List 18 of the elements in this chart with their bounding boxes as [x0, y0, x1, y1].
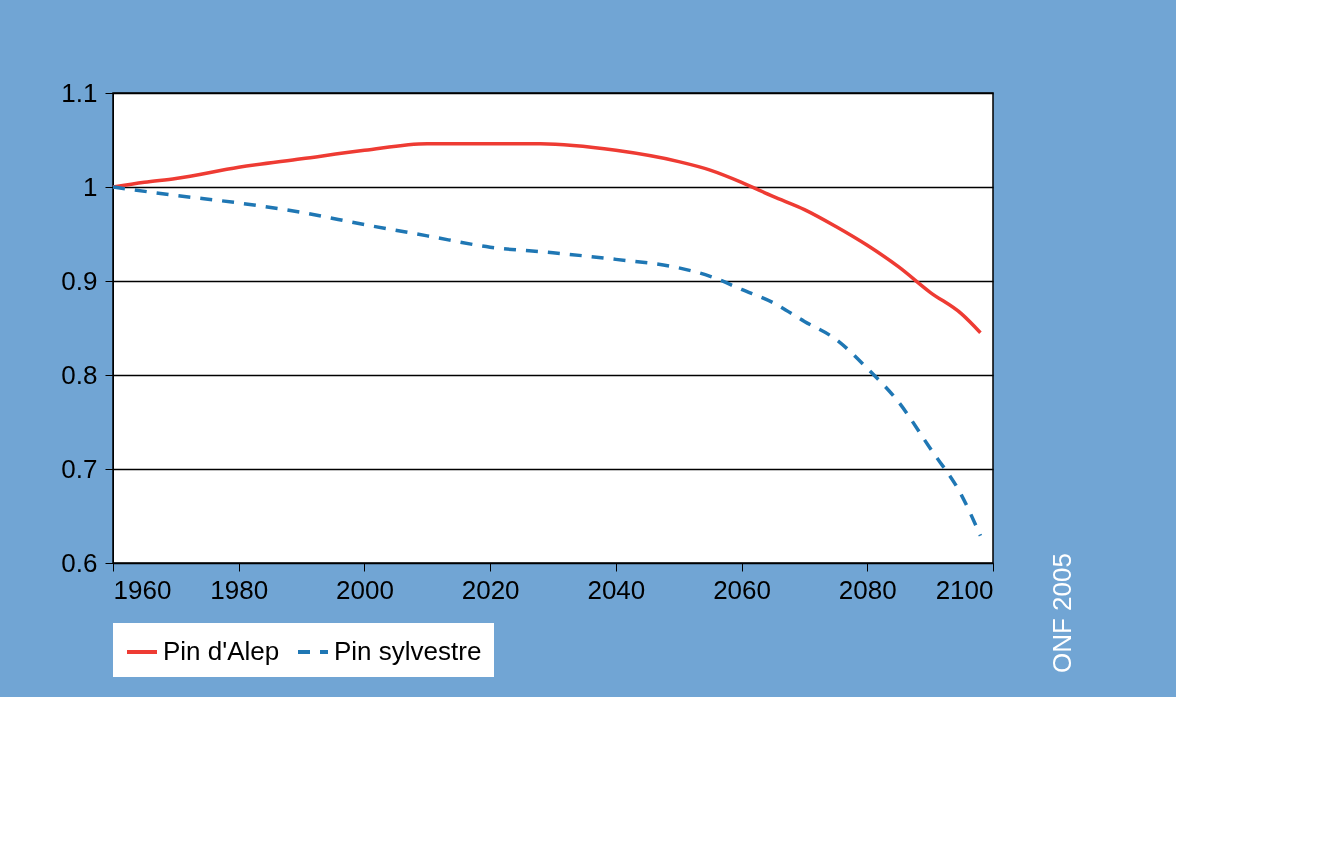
- y-tick-label: 0.9: [61, 265, 98, 296]
- legend-label: Pin d'Alep: [163, 636, 280, 666]
- line-series: [111, 185, 983, 538]
- y-tick-label: 1.1: [61, 77, 98, 108]
- text: ONF 2005: [1047, 553, 1077, 673]
- x-tick-label: 1980: [210, 574, 269, 605]
- x-tick-label: 2060: [713, 574, 771, 605]
- x-tick-label: 2020: [461, 574, 520, 605]
- y-tick-label: 1: [83, 171, 98, 202]
- y-tick-label: 0.6: [61, 547, 98, 578]
- x-tick-label: 2000: [336, 574, 394, 605]
- x-tick-label: 2080: [838, 574, 897, 605]
- x-tick-label: 1960: [113, 574, 172, 605]
- y-tick-label: 0.8: [61, 359, 98, 390]
- x-tick-label: 2100: [935, 574, 994, 605]
- x-tick-label: 2040: [587, 574, 646, 605]
- legend-label: Pin sylvestre: [334, 636, 482, 666]
- y-tick-label: 0.7: [61, 453, 98, 484]
